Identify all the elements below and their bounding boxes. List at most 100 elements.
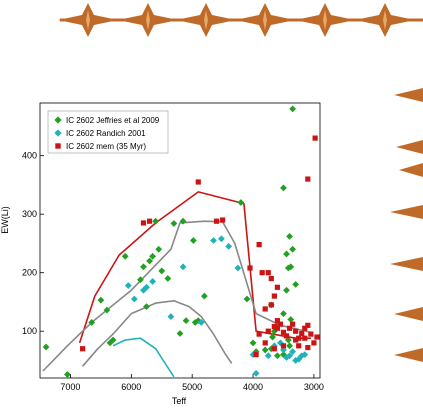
legend-marker-mem: [55, 143, 61, 149]
jeffries-point: [63, 371, 71, 378]
jeffries-point: [191, 319, 199, 326]
decor-star-icon: [355, 3, 415, 37]
jeffries-point: [103, 306, 111, 314]
jeffries-point: [106, 339, 114, 347]
mem-point: [290, 321, 296, 327]
mem-point: [259, 270, 265, 276]
randich-point: [197, 319, 205, 326]
mem-point: [140, 220, 147, 226]
mem-point: [305, 176, 311, 182]
mem-point: [308, 331, 314, 337]
mem-point: [274, 318, 280, 324]
mem-point: [296, 335, 302, 341]
mem-point: [299, 330, 305, 337]
mem-point: [265, 328, 271, 334]
jeffries-point: [273, 352, 281, 360]
y-tick-label: 200: [22, 268, 37, 278]
jeffries-point: [289, 105, 297, 113]
decor-arrow-icon: [399, 163, 423, 177]
model-curve: [78, 191, 311, 344]
decor-arrow-icon: [394, 348, 423, 362]
randich-point: [167, 313, 175, 320]
jeffries-point: [42, 343, 50, 351]
randich-point: [264, 352, 272, 360]
legend-label-mem: IC 2602 mem (35 Myr): [66, 142, 146, 151]
jeffries-point: [261, 346, 269, 354]
mem-point: [80, 346, 86, 352]
jeffries-point: [155, 245, 163, 253]
randich-point: [234, 264, 242, 272]
legend-label-randich: IC 2602 Randich 2001: [66, 129, 146, 138]
jeffries-point: [182, 317, 190, 325]
randich-point: [301, 351, 309, 358]
jeffries-point: [237, 199, 245, 206]
mem-point: [302, 335, 308, 341]
mem-point: [274, 325, 280, 331]
mem-point: [256, 331, 262, 337]
mem-point: [271, 346, 277, 352]
mem-point: [271, 323, 277, 330]
x-tick-label: 4000: [243, 382, 263, 392]
mem-point: [247, 265, 253, 271]
jeffries-point: [292, 280, 300, 288]
randich-point: [289, 348, 297, 356]
jeffries-point: [280, 310, 287, 318]
mem-point: [305, 322, 311, 328]
legend-label-jeffries: IC 2602 Jeffries et al 2009: [66, 116, 160, 125]
randich-point: [286, 352, 293, 360]
mem-point: [296, 343, 302, 349]
tick-group: 7000 6000 5000 4000 3000 100 200 300 400: [22, 151, 324, 392]
jeffries-point: [146, 257, 153, 265]
jeffries-point: [287, 263, 295, 271]
model-curve: [112, 337, 175, 378]
mem-point: [262, 340, 268, 346]
jeffries-point: [289, 245, 297, 253]
jeffries-point: [88, 319, 96, 326]
legend-marker-jeffries: [54, 116, 62, 124]
mem-point: [311, 340, 317, 346]
mem-point: [286, 325, 293, 331]
curve-group: [42, 191, 312, 378]
jeffries-point: [286, 342, 293, 350]
randich-point: [143, 283, 150, 291]
jeffries-point: [287, 316, 295, 323]
mem-point: [280, 343, 287, 349]
point-group: [42, 105, 320, 378]
mem-point: [277, 321, 284, 327]
jeffries-point: [200, 292, 208, 300]
y-axis-label: EW(Li): [0, 206, 10, 234]
mem-point: [220, 217, 226, 223]
mem-point: [293, 337, 299, 343]
decor-arrow-icon: [390, 205, 423, 219]
mem-point: [312, 135, 318, 141]
mem-point: [305, 344, 311, 351]
x-tick-label: 3000: [304, 382, 324, 392]
mem-point: [283, 333, 290, 339]
mem-point: [265, 270, 271, 276]
decor-star-icon: [235, 3, 295, 37]
jeffries-point: [143, 303, 150, 311]
jeffries-point: [121, 252, 129, 260]
jeffries-point: [170, 220, 178, 227]
x-tick-label: 5000: [182, 382, 202, 392]
model-curve: [81, 300, 233, 367]
jeffries-point: [164, 275, 172, 282]
jeffries-point: [283, 286, 290, 294]
plot-area: [39, 102, 321, 379]
jeffries-point: [97, 296, 105, 304]
jeffries-point: [140, 263, 147, 271]
mem-point: [262, 306, 268, 312]
mem-point: [302, 325, 308, 331]
x-axis-label: Teff: [172, 396, 187, 406]
jeffries-point: [286, 233, 293, 240]
jeffries-point: [284, 336, 292, 344]
mem-point: [268, 302, 274, 308]
mem-point: [271, 293, 277, 299]
randich-point: [179, 263, 187, 271]
jeffries-point: [280, 184, 287, 192]
mem-point: [146, 218, 153, 224]
plot-frame: [39, 102, 321, 379]
legend-marker-randich: [54, 129, 62, 137]
